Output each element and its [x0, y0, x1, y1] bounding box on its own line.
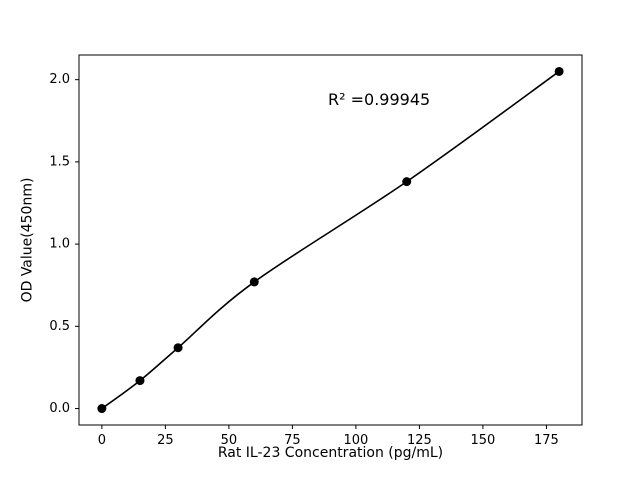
- data-point: [402, 177, 412, 187]
- r-squared-annotation: R² =0.99945: [328, 90, 431, 109]
- data-point: [173, 343, 183, 353]
- data-point: [97, 404, 107, 414]
- x-tick-label: 175: [534, 433, 559, 448]
- data-point: [554, 66, 564, 76]
- x-axis-label: Rat IL-23 Concentration (pg/mL): [217, 445, 444, 461]
- data-point: [135, 376, 145, 386]
- data-point: [249, 277, 259, 287]
- x-tick-label: 150: [471, 433, 496, 448]
- axes-spines: [78, 54, 583, 426]
- y-tick-label: 2.0: [49, 72, 70, 87]
- x-tick-label: 75: [284, 433, 301, 448]
- y-tick-label: 0.0: [49, 401, 70, 416]
- fit-line: [101, 70, 560, 410]
- x-tick-label: 50: [221, 433, 238, 448]
- x-tick-label: 0: [98, 433, 106, 448]
- x-tick-label: 100: [343, 433, 368, 448]
- x-tick-label: 125: [407, 433, 432, 448]
- y-axis-label: OD Value(450nm): [19, 177, 36, 303]
- x-tick-label: 25: [157, 433, 174, 448]
- y-tick-label: 0.5: [49, 319, 70, 334]
- y-tick-label: 1.5: [49, 154, 70, 169]
- y-tick-label: 1.0: [49, 237, 70, 252]
